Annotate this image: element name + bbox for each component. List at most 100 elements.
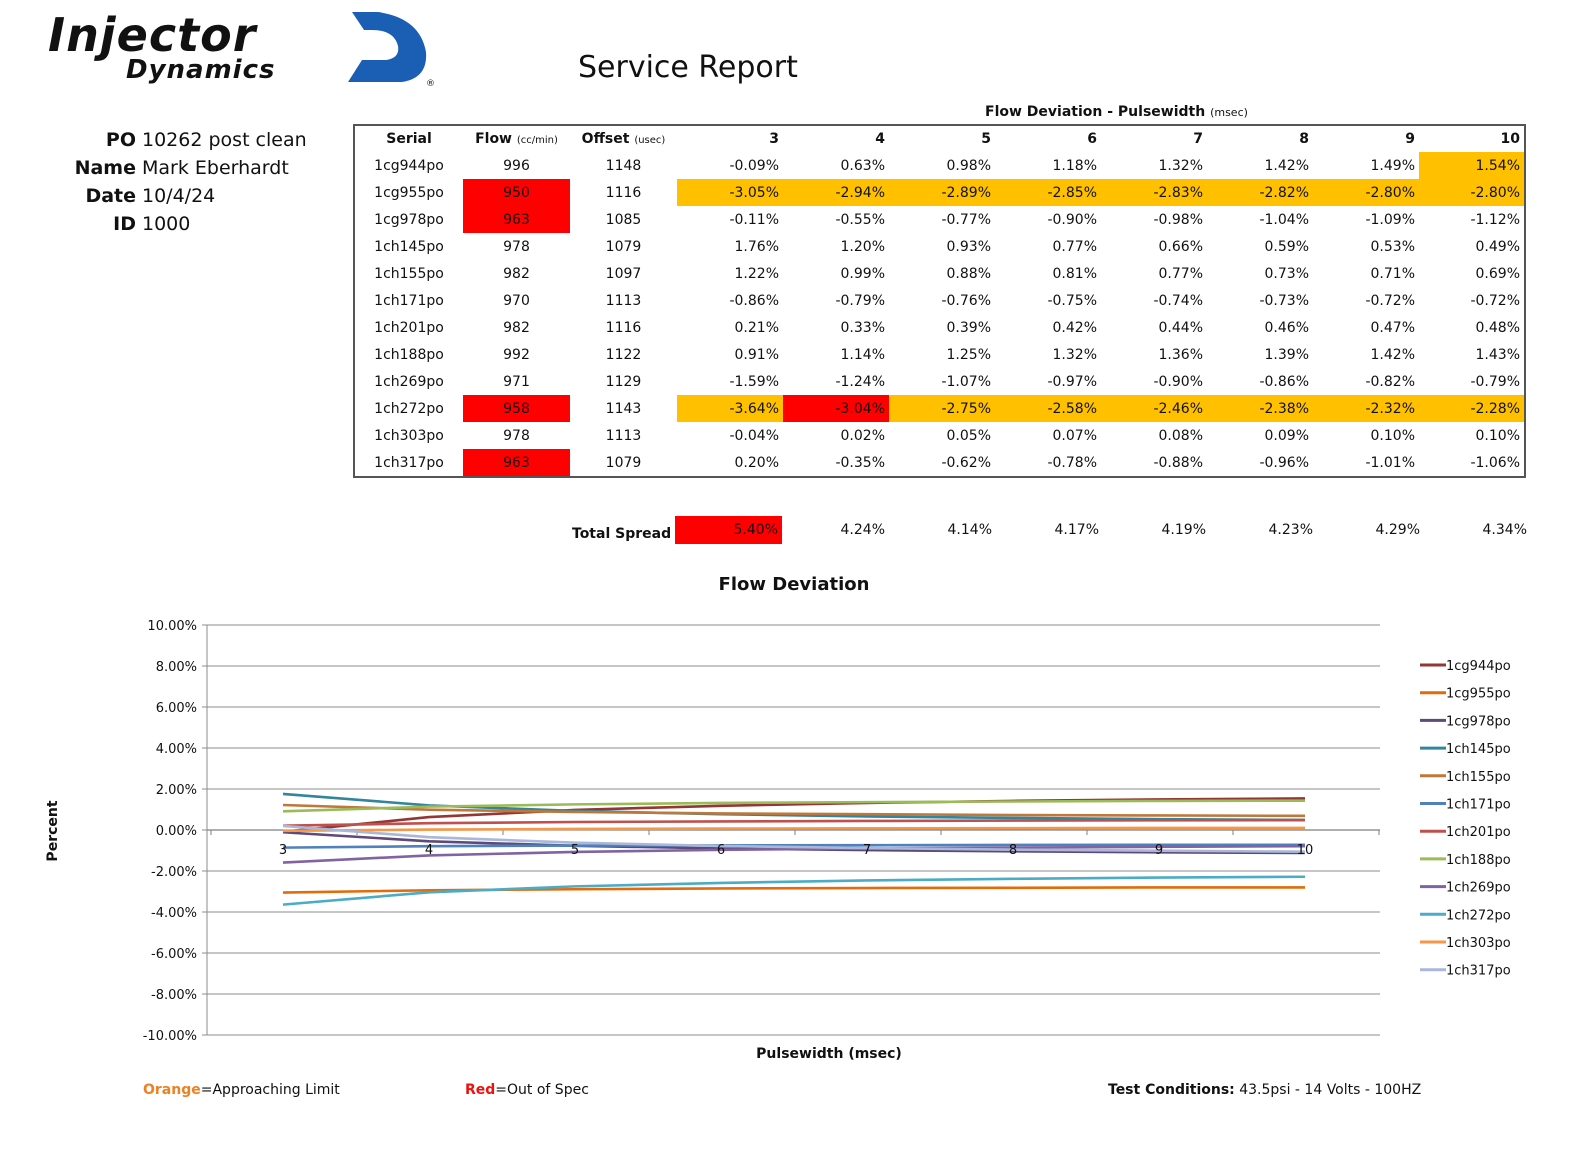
cell-deviation: -1.06% <box>1470 454 1520 471</box>
table-row: 1ch272po 958 1143 -3.64% -3.04% -2.75% -2.58% -… <box>354 395 1525 422</box>
cell-deviation: 0.66% <box>1158 238 1203 255</box>
cell-flow: 950 <box>463 179 570 206</box>
total-spread-value: 4.34% <box>1482 522 1527 538</box>
table-row: 1ch201po 982 1116 0.21% 0.33% 0.39% 0.42% 0.44%… <box>354 314 1525 341</box>
col-pw-9: 9 <box>1405 131 1415 147</box>
cell-deviation: 0.88% <box>946 265 991 282</box>
col-pw-10: 10 <box>1500 131 1520 147</box>
legend-label: 1ch145po <box>1446 742 1511 757</box>
col-pw-5: 5 <box>981 131 991 147</box>
cell-deviation: -3.64% <box>677 395 783 422</box>
cell-deviation: 0.59% <box>1264 238 1309 255</box>
table-header-row: Serial Flow (cc/min) Offset (usec) 3 4 5… <box>354 125 1525 152</box>
series-line-1ch188po <box>282 799 1306 813</box>
cell-flow: 971 <box>503 373 530 390</box>
info-block: PO 10262 post clean Name Mark Eberhardt … <box>70 126 307 238</box>
table-body: 1cg944po 996 1148 -0.09% 0.63% 0.98% 1.18% 1.32… <box>354 152 1525 477</box>
cell-serial: 1ch171po <box>374 292 444 309</box>
cell-flow: 996 <box>503 157 530 174</box>
y-tick-label: 6.00% <box>156 701 197 716</box>
cell-deviation: -0.88% <box>1153 454 1203 471</box>
x-axis-title: Pulsewidth (msec) <box>756 1046 902 1062</box>
cell-deviation: 1.22% <box>734 265 779 282</box>
total-spread-value: 4.17% <box>1054 522 1099 538</box>
cell-deviation: 0.81% <box>1052 265 1097 282</box>
cell-flow: 963 <box>463 206 570 233</box>
col-pw-8: 8 <box>1299 131 1309 147</box>
cell-deviation: -0.97% <box>1047 373 1097 390</box>
test-conditions-value: 43.5psi - 14 Volts - 100HZ <box>1234 1082 1422 1098</box>
cell-offset: 1079 <box>605 238 642 255</box>
cell-deviation: -0.11% <box>729 211 779 228</box>
cell-deviation: 1.32% <box>1052 346 1097 363</box>
info-label: Date <box>85 185 136 207</box>
cell-deviation: -0.86% <box>729 292 779 309</box>
page-title: Service Report <box>578 50 798 85</box>
cell-deviation: -2.28% <box>1419 395 1525 422</box>
series-line-1ch272po <box>282 875 1306 906</box>
cell-deviation: 1.14% <box>840 346 885 363</box>
cell-flow: 982 <box>503 319 530 336</box>
y-tick-label: 2.00% <box>156 783 197 798</box>
legend-label: 1cg944po <box>1446 659 1511 674</box>
cell-deviation: -0.86% <box>1259 373 1309 390</box>
info-label: Name <box>74 157 136 179</box>
legend-label: 1ch171po <box>1446 798 1511 813</box>
cell-deviation: 1.42% <box>1370 346 1415 363</box>
cell-offset: 1148 <box>605 157 642 174</box>
y-tick-label: -2.00% <box>151 865 197 880</box>
orange-text: =Approaching Limit <box>200 1082 340 1098</box>
cell-deviation: -0.90% <box>1153 373 1203 390</box>
red-word: Red <box>465 1082 496 1098</box>
cell-deviation: -0.09% <box>729 157 779 174</box>
cell-deviation: 0.71% <box>1370 265 1415 282</box>
cell-deviation: -0.78% <box>1047 454 1097 471</box>
info-row-name: Name Mark Eberhardt <box>70 154 307 182</box>
cell-deviation: 1.20% <box>840 238 885 255</box>
cell-deviation: -1.24% <box>835 373 885 390</box>
cell-deviation: 0.08% <box>1158 427 1203 444</box>
cell-deviation: 0.20% <box>734 454 779 471</box>
col-offset-label: Offset <box>581 131 630 147</box>
cell-serial: 1ch303po <box>374 427 444 444</box>
cell-deviation: -0.76% <box>941 292 991 309</box>
cell-offset: 1113 <box>605 292 642 309</box>
flow-deviation-header: Flow Deviation - Pulsewidth (msec) <box>985 104 1248 120</box>
x-tick-label: 3 <box>279 843 287 858</box>
x-tick-label: 6 <box>717 843 725 858</box>
cell-deviation: -1.09% <box>1365 211 1415 228</box>
series-line-1ch269po <box>282 844 1306 864</box>
test-conditions-label: Test Conditions: <box>1108 1082 1235 1098</box>
brand-logo: Injector Dynamics ® <box>48 8 438 89</box>
cell-deviation: 1.18% <box>1052 157 1097 174</box>
series-line-1ch155po <box>282 803 1306 818</box>
cell-deviation: 0.39% <box>946 319 991 336</box>
cell-deviation: -2.85% <box>995 179 1101 206</box>
chart-title: Flow Deviation <box>718 574 870 595</box>
cell-deviation: -0.74% <box>1153 292 1203 309</box>
y-tick-label: 8.00% <box>156 660 197 675</box>
cell-deviation: 0.09% <box>1264 427 1309 444</box>
table-row: 1ch155po 982 1097 1.22% 0.99% 0.88% 0.81% 0.77%… <box>354 260 1525 287</box>
cell-deviation: 1.42% <box>1264 157 1309 174</box>
total-spread-row: 5.40% 4.24% 4.14% 4.17% 4.19% 4.23% 4.29% 4.34% <box>675 516 1531 544</box>
cell-deviation: -1.59% <box>729 373 779 390</box>
cell-deviation: -1.07% <box>941 373 991 390</box>
total-spread-value: 4.19% <box>1161 522 1206 538</box>
cell-deviation: -0.98% <box>1153 211 1203 228</box>
y-tick-label: 4.00% <box>156 742 197 757</box>
col-pw-4: 4 <box>875 131 885 147</box>
cell-deviation: 1.32% <box>1158 157 1203 174</box>
cell-deviation: 0.33% <box>840 319 885 336</box>
cell-offset: 1113 <box>605 427 642 444</box>
cell-deviation: -0.35% <box>835 454 885 471</box>
col-flow-label: Flow <box>475 131 512 147</box>
series-line-1ch171po <box>282 843 1305 849</box>
cell-deviation: -2.46% <box>1101 395 1207 422</box>
cell-flow: 992 <box>503 346 530 363</box>
y-tick-label: -6.00% <box>151 947 197 962</box>
cell-deviation: -0.79% <box>1470 373 1520 390</box>
legend-label: 1ch272po <box>1446 908 1511 923</box>
cell-serial: 1ch201po <box>374 319 444 336</box>
cell-deviation: -0.90% <box>1047 211 1097 228</box>
